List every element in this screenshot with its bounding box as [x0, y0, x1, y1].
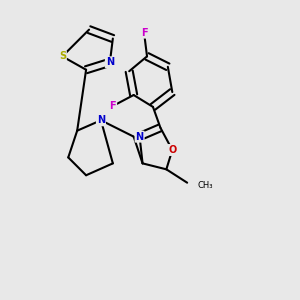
Text: F: F — [141, 28, 147, 38]
Text: N: N — [106, 57, 114, 67]
Text: S: S — [59, 51, 66, 62]
Text: F: F — [110, 101, 116, 111]
Text: CH₃: CH₃ — [198, 181, 213, 190]
Text: N: N — [136, 132, 144, 142]
Text: N: N — [97, 115, 105, 125]
Text: O: O — [168, 145, 176, 155]
